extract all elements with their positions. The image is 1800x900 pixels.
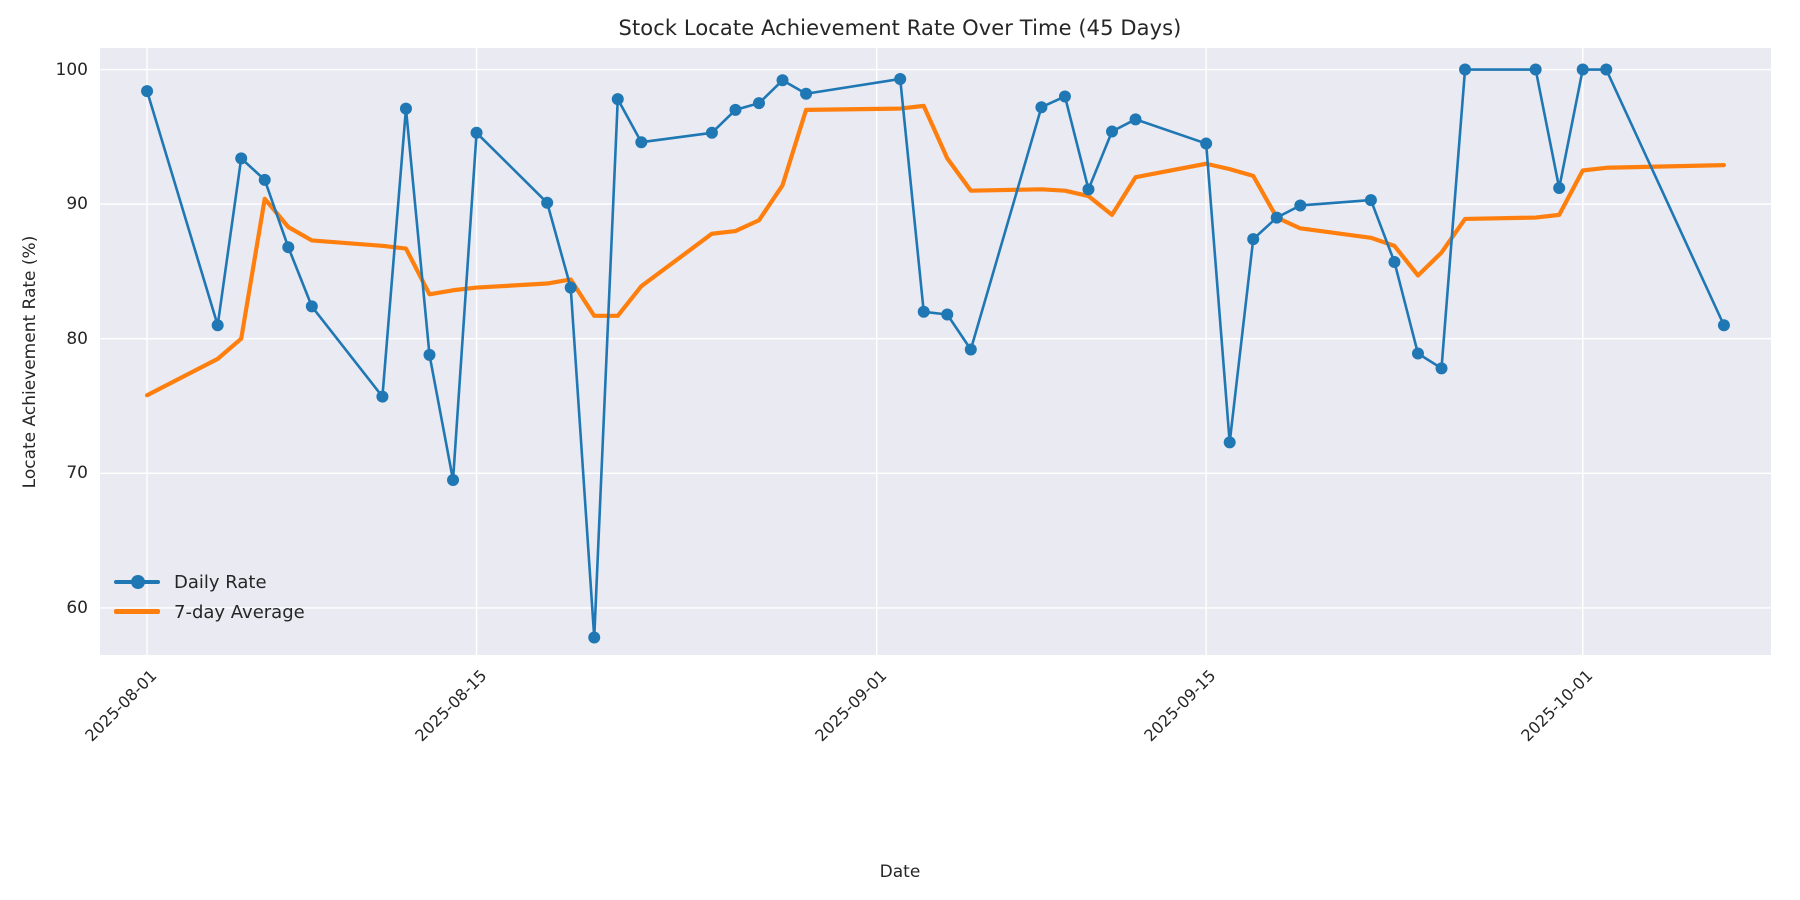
data-point[interactable] — [917, 305, 930, 318]
series-line-7-day-average — [144, 103, 1727, 398]
legend-swatch-seven-day-average — [114, 601, 160, 623]
chart-title: Stock Locate Achievement Rate Over Time … — [618, 16, 1182, 40]
data-point[interactable] — [729, 103, 742, 116]
y-tick-label: 60 — [66, 597, 88, 618]
data-series-layer — [141, 63, 1730, 644]
data-point[interactable] — [941, 308, 954, 321]
legend-item-seven-day-average[interactable]: 7-day Average — [114, 601, 305, 623]
x-tick-label: 2025-08-01 — [81, 666, 161, 746]
data-point[interactable] — [423, 348, 436, 361]
x-tick-label: 2025-08-15 — [410, 666, 490, 746]
data-point[interactable] — [1106, 125, 1119, 138]
data-point[interactable] — [376, 390, 389, 403]
y-axis-title: Locate Achievement Rate (%) — [20, 235, 40, 489]
data-point[interactable] — [1082, 183, 1095, 196]
y-tick-label: 80 — [66, 328, 88, 349]
y-tick-label: 70 — [66, 463, 88, 484]
data-point[interactable] — [964, 343, 977, 356]
legend-label-seven-day-average: 7-day Average — [174, 601, 305, 623]
data-point[interactable] — [894, 72, 907, 85]
data-point[interactable] — [588, 631, 601, 644]
data-point[interactable] — [635, 136, 648, 149]
data-point[interactable] — [1459, 63, 1472, 76]
data-point[interactable] — [1388, 256, 1401, 268]
data-point[interactable] — [1553, 181, 1566, 194]
data-point[interactable] — [1717, 319, 1730, 332]
data-point[interactable] — [1200, 137, 1213, 150]
data-point[interactable] — [1223, 436, 1236, 449]
chart-legend: Daily Rate 7-day Average — [104, 565, 315, 631]
legend-label-daily-rate: Daily Rate — [174, 571, 267, 593]
data-point[interactable] — [141, 85, 154, 98]
data-point[interactable] — [1129, 113, 1142, 126]
data-point[interactable] — [235, 152, 248, 165]
data-point[interactable] — [305, 300, 318, 313]
data-point[interactable] — [564, 281, 577, 294]
plot-area — [100, 48, 1771, 655]
data-point[interactable] — [1247, 233, 1260, 246]
data-point[interactable] — [705, 126, 718, 139]
data-point[interactable] — [282, 241, 295, 254]
y-tick-label: 100 — [55, 59, 88, 80]
data-point[interactable] — [1294, 199, 1307, 212]
data-point[interactable] — [752, 97, 765, 110]
data-point[interactable] — [211, 319, 224, 332]
x-tick-label: 2025-09-01 — [810, 666, 891, 746]
x-axis-title: Date — [879, 862, 921, 882]
data-point[interactable] — [611, 93, 624, 106]
data-point[interactable] — [800, 87, 813, 100]
data-point[interactable] — [776, 74, 789, 87]
data-point[interactable] — [470, 126, 483, 139]
data-point[interactable] — [1576, 63, 1589, 76]
data-point[interactable] — [1035, 101, 1048, 114]
data-point[interactable] — [1600, 63, 1613, 76]
data-point[interactable] — [541, 196, 554, 209]
data-point[interactable] — [1435, 362, 1448, 375]
data-point[interactable] — [399, 102, 412, 115]
legend-swatch-daily-rate — [114, 571, 160, 593]
data-point[interactable] — [1058, 90, 1071, 103]
x-tick-label: 2025-09-15 — [1140, 666, 1220, 746]
legend-item-daily-rate[interactable]: Daily Rate — [114, 571, 305, 593]
data-point[interactable] — [1411, 347, 1424, 360]
data-point[interactable] — [1529, 63, 1542, 76]
data-point[interactable] — [447, 474, 460, 487]
data-point[interactable] — [1270, 211, 1283, 224]
y-tick-label: 90 — [66, 194, 88, 215]
x-tick-label: 2025-10-01 — [1516, 666, 1597, 746]
data-point[interactable] — [258, 173, 271, 186]
data-point[interactable] — [1364, 194, 1377, 207]
series-line-daily-rate — [145, 68, 1726, 639]
